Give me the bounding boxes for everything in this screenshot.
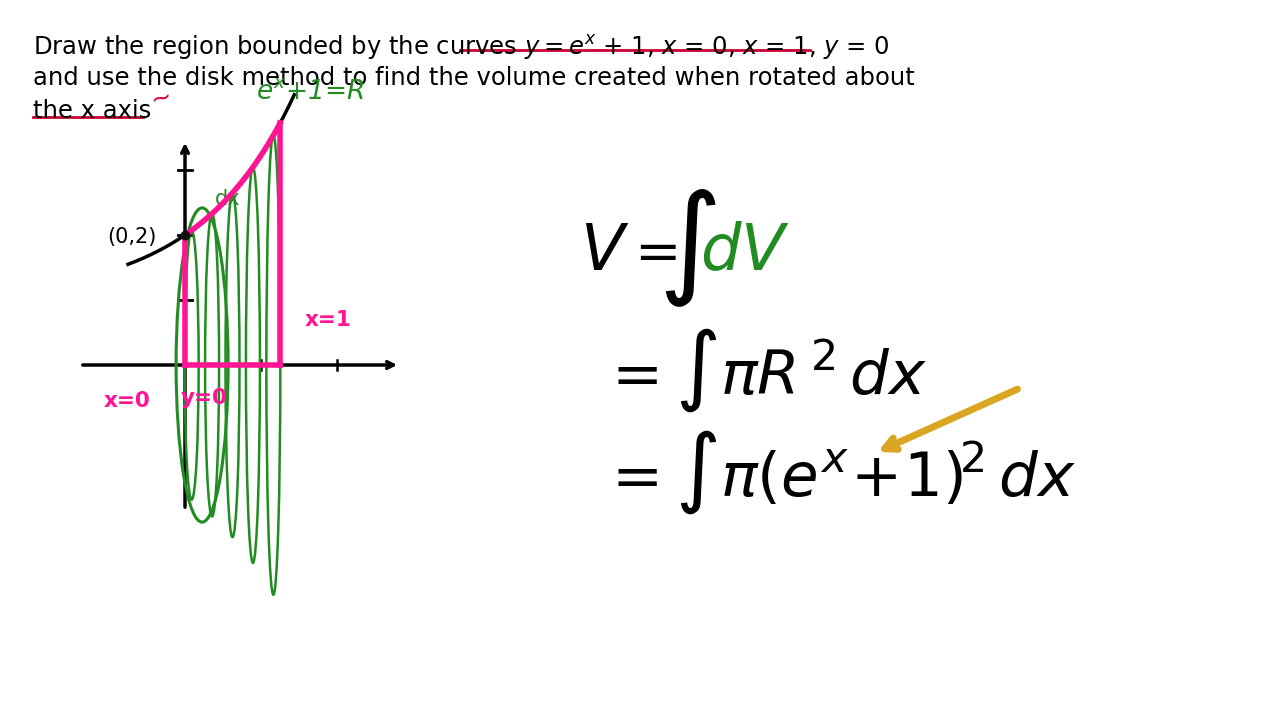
- Text: dx: dx: [215, 189, 241, 210]
- Text: x=0: x=0: [104, 391, 150, 410]
- Text: ∼: ∼: [148, 84, 174, 113]
- Text: x=1: x=1: [305, 310, 352, 330]
- Text: $dV$: $dV$: [700, 227, 790, 284]
- Text: $\mathit{e}^x$+1=R: $\mathit{e}^x$+1=R: [256, 79, 365, 105]
- Text: y=0: y=0: [180, 387, 228, 408]
- Text: (0,2): (0,2): [108, 227, 156, 247]
- Text: $=\int \pi R^{\,2}\,dx$: $=\int \pi R^{\,2}\,dx$: [600, 326, 927, 414]
- Text: $V$: $V$: [580, 227, 630, 284]
- Text: Draw the region bounded by the curves $y = e^x$ + 1, $x$ = 0, $x$ = 1, $y$ = 0: Draw the region bounded by the curves $y…: [33, 33, 890, 62]
- Text: $=$: $=$: [625, 230, 677, 280]
- Text: the x axis: the x axis: [33, 99, 151, 123]
- Text: $\int$: $\int$: [658, 187, 717, 309]
- Text: $=\int \pi (e^x\!+\!1)^{\!2}\,dx$: $=\int \pi (e^x\!+\!1)^{\!2}\,dx$: [600, 428, 1076, 516]
- Text: and use the disk method to find the volume created when rotated about: and use the disk method to find the volu…: [33, 66, 915, 90]
